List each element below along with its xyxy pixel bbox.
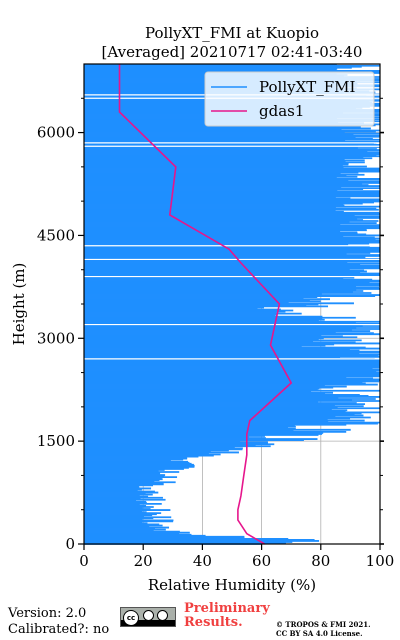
preliminary-line2: Results. (184, 615, 243, 630)
legend-box (204, 71, 375, 127)
y-tick-label: 3000 (37, 329, 75, 347)
copyright-notice: © TROPOS & FMI 2021. CC BY SA 4.0 Licens… (276, 620, 371, 638)
y-axis-label: Height (m) (10, 263, 28, 346)
version-text: Version: 2.0 (8, 606, 87, 621)
copyright-line1: © TROPOS & FMI 2021. (276, 620, 371, 629)
x-tick-label: 0 (79, 552, 89, 570)
x-tick-label: 80 (311, 552, 330, 570)
chart-title-line2: [Averaged] 20210717 02:41-03:40 (102, 43, 363, 61)
footer-info: Version: 2.0 Calibrated?: no (8, 606, 109, 638)
y-tick-label: 1500 (37, 432, 75, 450)
by-icon (143, 610, 154, 621)
preliminary-notice: Preliminary Results. (184, 602, 270, 630)
cc-license-badge-icon: cc (120, 607, 176, 627)
legend-label: gdas1 (259, 102, 304, 120)
calibrated-text: Calibrated?: no (8, 622, 110, 637)
x-tick-label: 20 (134, 552, 153, 570)
chart-title-line1: PollyXT_FMI at Kuopio (145, 24, 319, 42)
gdas1-line (118, 64, 293, 545)
y-tick-label: 0 (65, 535, 75, 553)
y-tick-label: 4500 (37, 226, 75, 244)
cc-icon: cc (123, 610, 139, 626)
legend-label: PollyXT_FMI (259, 78, 356, 96)
sa-icon (157, 610, 168, 621)
x-axis-label: Relative Humidity (%) (148, 576, 316, 594)
y-tick-label: 6000 (37, 124, 75, 142)
plot-area: 0 20 40 60 80 100 0 1500 3000 4500 6000 PollyXT_FMI… (37, 63, 395, 570)
x-tick-label: 40 (193, 552, 212, 570)
preliminary-line1: Preliminary (184, 601, 270, 616)
x-tick-label: 60 (252, 552, 271, 570)
copyright-line2: CC BY SA 4.0 License. (276, 629, 363, 638)
rh-profile-chart: PollyXT_FMI at Kuopio [Averaged] 2021071… (10, 24, 395, 594)
x-tick-label: 100 (366, 552, 395, 570)
